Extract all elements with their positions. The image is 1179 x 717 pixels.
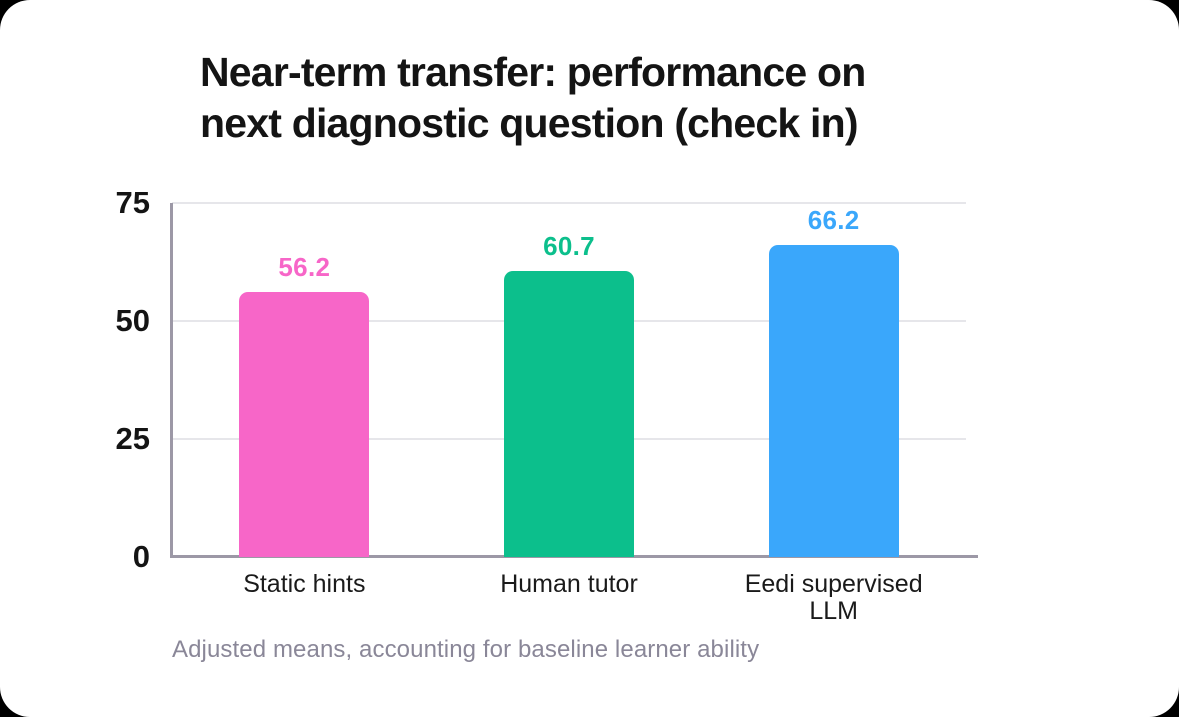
y-tick-label-0: 0	[132, 539, 150, 574]
chart-title-line-2: next diagnostic question (check in)	[200, 100, 859, 146]
chart-footnote: Adjusted means, accounting for baseline …	[172, 636, 760, 663]
x-tick-label-text: Eedi supervised LLM	[744, 570, 923, 625]
x-tick-label-text: Static hints	[243, 570, 366, 598]
y-tick-label-25: 25	[115, 421, 150, 456]
x-tick-label: Eedi supervised LLM	[701, 571, 966, 625]
bar	[768, 244, 899, 557]
y-axis-line	[170, 203, 173, 557]
bar	[239, 291, 370, 557]
chart-title: Near-term transfer: performance on next …	[200, 47, 866, 149]
y-tick-label-75: 75	[115, 185, 150, 220]
x-tick-label-text: Human tutor	[500, 570, 638, 598]
bar-group: 66.2	[701, 203, 966, 557]
bar-series: 56.2 60.7 66.2	[172, 203, 966, 557]
chart-title-line-1: Near-term transfer: performance on	[200, 49, 866, 95]
bar-group: 56.2	[172, 203, 437, 557]
x-tick-label: Static hints	[172, 571, 437, 625]
bar	[504, 270, 634, 557]
bar-value-label: 60.7	[543, 230, 595, 261]
x-tick-label: Human tutor	[437, 571, 702, 625]
x-axis-labels: Static hints Human tutor Eedi supervised L…	[172, 571, 966, 625]
bar-group: 60.7	[437, 203, 702, 557]
bar-value-label: 66.2	[807, 204, 860, 235]
bar-value-label: 56.2	[278, 251, 331, 282]
gridline-75	[172, 202, 966, 204]
y-tick-label-50: 50	[115, 303, 150, 338]
